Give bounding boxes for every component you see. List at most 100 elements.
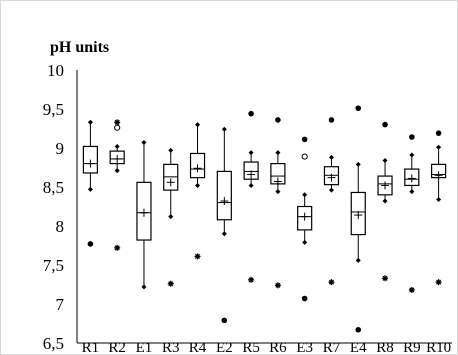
max-marker (248, 110, 254, 117)
whisker-end-marker (382, 198, 388, 204)
min-marker (435, 279, 442, 286)
box-r6 (270, 117, 286, 289)
box-r10 (431, 130, 447, 286)
whisker-end-marker (87, 186, 93, 192)
min-marker-stroke (248, 277, 254, 283)
max-marker (409, 134, 415, 140)
max-marker (382, 121, 388, 128)
x-tick-label: E3 (296, 340, 313, 355)
y-tick-label: 9,5 (43, 100, 64, 119)
x-tick-label: R4 (189, 340, 207, 355)
axes (76, 70, 452, 344)
boxes (82, 105, 447, 333)
min-marker-stroke (168, 281, 174, 287)
whisker-end-marker (195, 182, 201, 188)
min-marker (408, 286, 415, 293)
whisker-end-marker (436, 144, 442, 150)
box-r1 (82, 119, 98, 247)
x-tick-label: R7 (323, 340, 341, 355)
box-r3 (163, 147, 179, 287)
min-marker (274, 282, 281, 289)
max-marker (301, 136, 308, 143)
min-marker-stroke (382, 275, 388, 281)
outlier-point (301, 153, 308, 160)
box-r2 (109, 119, 125, 251)
min-marker (114, 244, 121, 251)
x-tick-label: E4 (350, 340, 367, 355)
x-tick-label: E2 (216, 340, 233, 355)
min-marker (328, 279, 335, 286)
whisker-end-marker (168, 147, 174, 153)
x-tick-label: R2 (108, 340, 126, 355)
min-marker (194, 253, 201, 260)
min-marker (87, 241, 94, 247)
min-marker (355, 326, 362, 333)
whisker-end-marker (436, 196, 442, 202)
min-marker-stroke (436, 279, 442, 285)
y-tick-label: 6,5 (43, 334, 64, 353)
whisker-end-marker (302, 192, 308, 198)
box-r9 (404, 134, 420, 293)
min-marker-stroke (194, 253, 201, 259)
x-tick-label: R10 (426, 340, 451, 355)
box-r7 (323, 117, 340, 286)
box-e3 (297, 136, 313, 302)
x-tick-label: R3 (162, 340, 180, 355)
y-tick-label: 9 (56, 139, 65, 158)
box-e1 (136, 140, 152, 290)
max-marker (355, 105, 362, 112)
min-marker (248, 276, 255, 283)
x-tick-label: R5 (242, 340, 260, 355)
whisker-end-marker (275, 150, 281, 156)
whisker-end-marker (114, 143, 120, 149)
whisker-end-marker (248, 150, 254, 156)
whisker-end-marker (221, 126, 227, 132)
x-tick-labels: R1 R2 E1 R3 R4 E2 R5 R6 E3 R7 E4 R8 R9 R10 (82, 340, 451, 355)
y-tick-labels: 10 9,5 9 8,5 8 7,5 7 6,5 (43, 61, 65, 353)
x-tick-label: R1 (82, 340, 100, 355)
x-tick-label: R9 (403, 340, 421, 355)
y-axis-label: pH units (50, 39, 109, 56)
whisker-end-marker (221, 231, 227, 237)
min-marker (382, 275, 389, 282)
min-marker-stroke (114, 245, 120, 251)
max-marker (435, 130, 442, 136)
whisker-end-marker (275, 189, 281, 195)
whisker-end-marker (409, 152, 415, 158)
y-tick-label: 8 (56, 217, 65, 236)
box-e2 (216, 126, 232, 324)
x-tick-label: R8 (376, 340, 394, 355)
box-r8 (377, 121, 393, 282)
min-marker (301, 295, 308, 302)
y-tick-label: 10 (47, 61, 64, 80)
box-rect (216, 170, 232, 221)
whisker-end-marker (302, 239, 308, 245)
whisker-end-marker (141, 284, 147, 290)
min-marker-stroke (328, 279, 335, 285)
whisker-end-marker (382, 157, 388, 163)
x-tick-label: E1 (136, 340, 153, 355)
max-marker (328, 117, 335, 123)
max-marker (275, 117, 281, 123)
whisker-end-marker (355, 257, 361, 263)
whisker-end-marker (248, 182, 254, 188)
box-r5 (243, 110, 259, 283)
whisker-end-marker (87, 119, 93, 125)
box-e4 (350, 105, 366, 333)
y-tick-label: 7,5 (43, 256, 64, 275)
max-marker-stroke (114, 119, 120, 125)
whisker-end-marker (328, 187, 334, 193)
whisker-end-marker (168, 214, 174, 220)
whisker-end-marker (141, 140, 147, 146)
y-tick-label: 8,5 (43, 178, 64, 197)
whisker-end-marker (328, 154, 334, 160)
min-marker-stroke (275, 282, 281, 288)
whisker-end-marker (355, 161, 361, 167)
whisker-end-marker (195, 122, 201, 128)
whisker-end-marker (114, 168, 120, 174)
min-marker (167, 280, 174, 287)
outlier-point (114, 124, 121, 131)
box-r4 (189, 122, 206, 260)
x-tick-label: R6 (269, 340, 287, 355)
